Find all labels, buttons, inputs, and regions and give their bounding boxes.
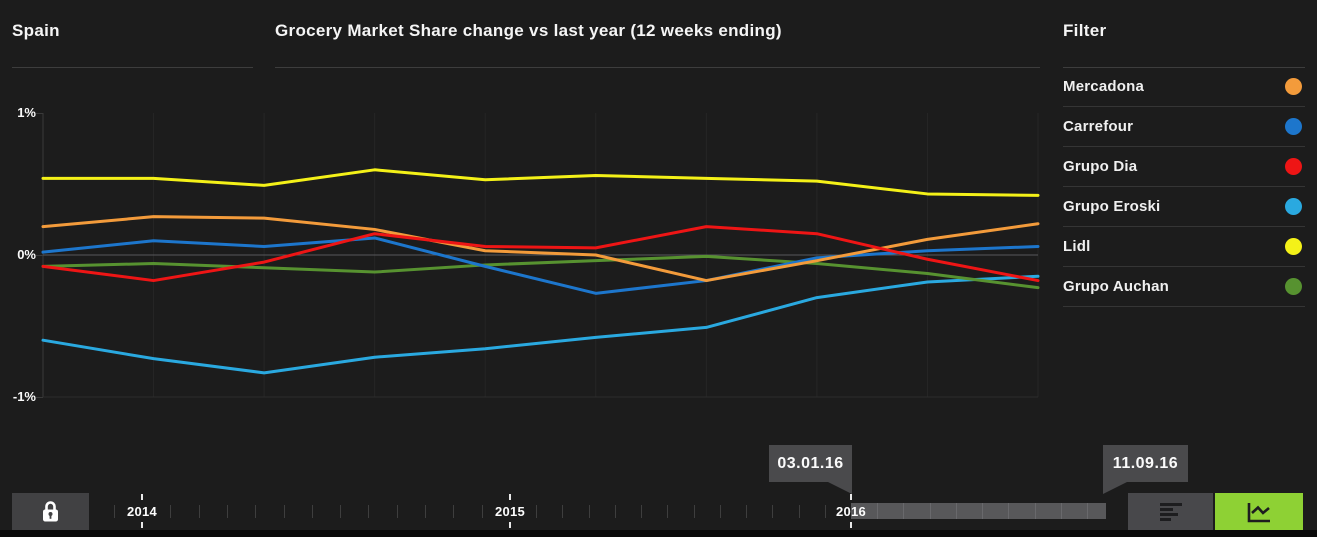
series-line-mercadona bbox=[41, 215, 1040, 283]
lock-button[interactable] bbox=[12, 493, 89, 530]
legend-color-dot bbox=[1285, 158, 1302, 175]
timeline-year-marker bbox=[141, 494, 143, 500]
timeline-tick bbox=[798, 505, 800, 518]
legend-label: Grupo Auchan bbox=[1063, 278, 1170, 295]
timeline-tick bbox=[588, 505, 590, 518]
y-axis-tick bbox=[36, 397, 43, 398]
range-end-handle[interactable]: 11.09.16 bbox=[1103, 445, 1188, 494]
timeline-tick bbox=[311, 505, 313, 518]
line-chart-icon bbox=[1247, 502, 1270, 522]
legend-label: Carrefour bbox=[1063, 118, 1134, 135]
legend-item-lidl[interactable]: Lidl bbox=[1063, 227, 1305, 267]
region-title: Spain bbox=[12, 21, 60, 40]
timeline-year-marker bbox=[141, 522, 143, 528]
timeline-tick bbox=[198, 505, 200, 518]
legend-item-grupo-auchan[interactable]: Grupo Auchan bbox=[1063, 267, 1305, 307]
timeline-tick bbox=[226, 505, 228, 518]
timeline-tick bbox=[746, 505, 748, 518]
timeline-tick bbox=[340, 505, 342, 518]
selection-bar-segment-divider bbox=[903, 503, 905, 519]
list-view-button[interactable] bbox=[1128, 493, 1213, 530]
timeline-tick bbox=[481, 505, 483, 518]
legend-color-dot bbox=[1285, 198, 1302, 215]
timeline-tick bbox=[113, 505, 115, 518]
selection-bar-segment-divider bbox=[1087, 503, 1089, 519]
timeline-tick bbox=[425, 505, 427, 518]
y-axis-tick bbox=[36, 113, 43, 114]
tooltip-tail bbox=[828, 482, 852, 494]
series-line-lidl bbox=[41, 168, 1040, 197]
timeline-year-2016: 2016 bbox=[835, 504, 867, 519]
title-divider bbox=[275, 67, 1040, 68]
legend-label: Mercadona bbox=[1063, 78, 1144, 95]
series-line-grupo-eroski bbox=[41, 274, 1040, 375]
series-line-grupo-auchan bbox=[41, 254, 1040, 290]
timeline-tick bbox=[368, 505, 370, 518]
lock-icon bbox=[43, 500, 58, 521]
timeline-year-marker bbox=[850, 522, 852, 528]
selection-bar-segment-divider bbox=[982, 503, 984, 519]
series-line-carrefour bbox=[41, 236, 1040, 295]
chart-view-button[interactable] bbox=[1215, 493, 1303, 530]
timeline-tick bbox=[453, 505, 455, 518]
legend-color-dot bbox=[1285, 78, 1302, 95]
selection-bar-segment-divider bbox=[929, 503, 931, 519]
region-divider bbox=[12, 67, 253, 68]
legend-color-dot bbox=[1285, 238, 1302, 255]
legend-item-grupo-dia[interactable]: Grupo Dia bbox=[1063, 147, 1305, 187]
y-axis-label: 1% bbox=[17, 105, 36, 120]
selection-bar-segment-divider bbox=[1034, 503, 1036, 519]
chart-title: Grocery Market Share change vs last year… bbox=[275, 21, 782, 40]
timeline-year-marker bbox=[850, 494, 852, 500]
legend-label: Grupo Eroski bbox=[1063, 198, 1161, 215]
legend-item-carrefour[interactable]: Carrefour bbox=[1063, 107, 1305, 147]
selection-bar-segment-divider bbox=[877, 503, 879, 519]
timeline-year-marker bbox=[509, 522, 511, 528]
timeline-tick bbox=[719, 505, 721, 518]
timeline-tick bbox=[641, 505, 643, 518]
timeline-year-2015: 2015 bbox=[494, 504, 526, 519]
timeline-tick bbox=[824, 505, 826, 518]
legend-item-mercadona[interactable]: Mercadona bbox=[1063, 67, 1305, 107]
filter-legend: Mercadona Carrefour Grupo Dia Grupo Eroski L… bbox=[1063, 67, 1305, 307]
timeline-tick bbox=[170, 505, 172, 518]
timeline-year-2014: 2014 bbox=[126, 504, 158, 519]
range-start-handle[interactable]: 03.01.16 bbox=[769, 445, 852, 494]
line-chart-plot bbox=[41, 113, 1040, 398]
legend-label: Grupo Dia bbox=[1063, 158, 1138, 175]
selection-bar-segment-divider bbox=[1008, 503, 1010, 519]
filter-divider bbox=[1063, 67, 1305, 68]
selection-bar-segment-divider bbox=[1060, 503, 1062, 519]
legend-color-dot bbox=[1285, 118, 1302, 135]
timeline-year-marker bbox=[509, 494, 511, 500]
selection-bar-segment-divider bbox=[955, 503, 957, 519]
y-axis-tick bbox=[36, 255, 43, 256]
timeline-tick bbox=[283, 505, 285, 518]
list-bars-icon bbox=[1159, 502, 1182, 521]
range-end-date: 11.09.16 bbox=[1112, 454, 1179, 472]
y-axis-label: 0% bbox=[17, 247, 36, 262]
y-axis-label: -1% bbox=[12, 389, 36, 404]
timeline-tick bbox=[396, 505, 398, 518]
legend-color-dot bbox=[1285, 278, 1302, 295]
filter-title: Filter bbox=[1063, 21, 1107, 40]
timeline-tick bbox=[772, 505, 774, 518]
timeline-tick bbox=[255, 505, 257, 518]
series-line-grupo-dia bbox=[41, 225, 1040, 283]
legend-label: Lidl bbox=[1063, 238, 1091, 255]
timeline-tick bbox=[562, 505, 564, 518]
legend-item-grupo-eroski[interactable]: Grupo Eroski bbox=[1063, 187, 1305, 227]
timeline-selection-bar[interactable] bbox=[851, 503, 1106, 519]
range-start-date: 03.01.16 bbox=[777, 454, 844, 472]
timeline-tick bbox=[693, 505, 695, 518]
tooltip-tail bbox=[1103, 482, 1127, 494]
timeline-tick bbox=[614, 505, 616, 518]
timeline-tick bbox=[667, 505, 669, 518]
timeline-tick bbox=[536, 505, 538, 518]
bottom-strip bbox=[0, 530, 1317, 537]
